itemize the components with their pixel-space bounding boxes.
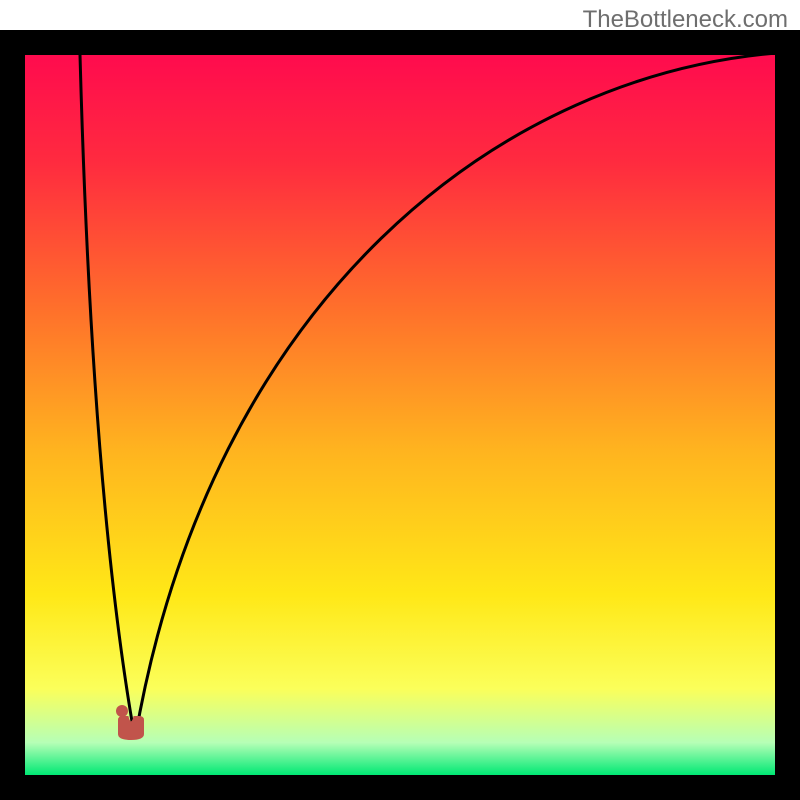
curve-left-branch: [80, 55, 135, 739]
chart-root: TheBottleneck.com: [0, 0, 800, 800]
curve-right-branch: [135, 52, 790, 739]
curve-layer: [0, 0, 800, 800]
marker-dot: [116, 705, 128, 717]
watermark-text: TheBottleneck.com: [583, 6, 788, 34]
